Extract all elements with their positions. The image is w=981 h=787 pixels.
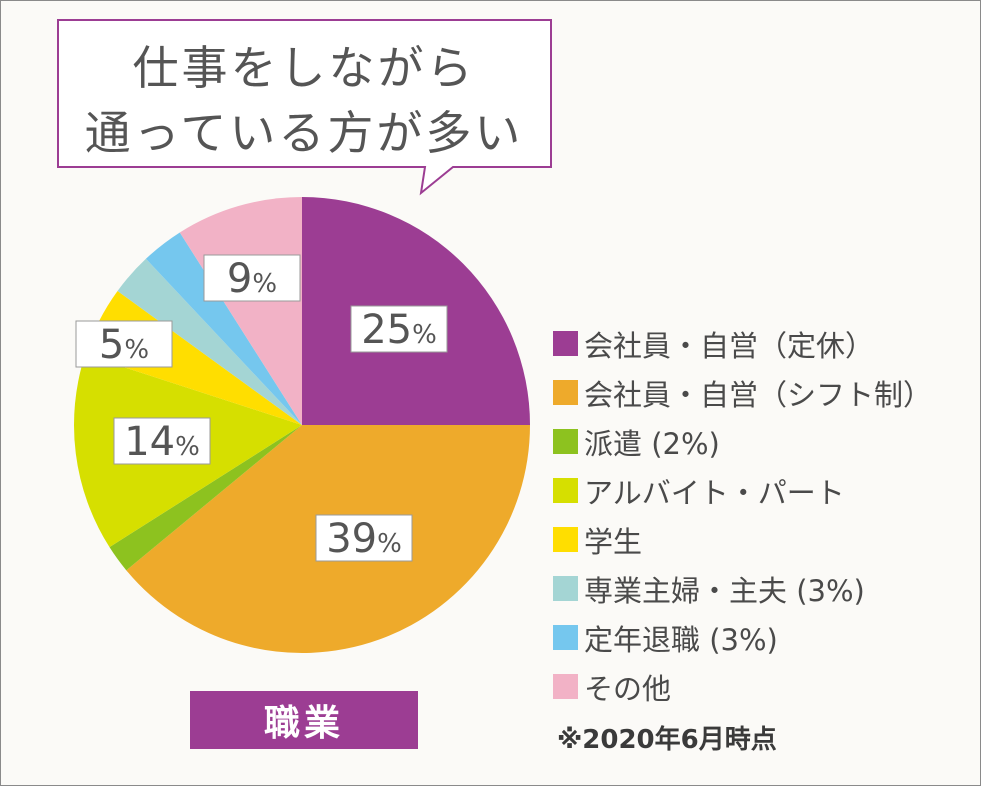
legend-item: アルバイト・パート: [553, 466, 932, 515]
data-label-box: [113, 417, 211, 465]
slice-data-label: 9%: [203, 254, 301, 302]
data-label-text: 14%: [124, 419, 200, 465]
data-label-text: 25%: [361, 307, 437, 353]
legend-swatch: [553, 674, 578, 699]
data-label-text: 9%: [227, 256, 277, 302]
legend: 会社員・自営（定休） 会社員・自営（シフト制） 派遣 (2%) アルバイト・パート 学生…: [553, 319, 932, 711]
pie-slice: [145, 232, 302, 425]
callout-line-1: 仕事をしながら: [133, 41, 476, 95]
data-label-box: [203, 254, 301, 302]
data-label-text: 39%: [326, 516, 402, 562]
legend-label: 定年退職 (3%): [584, 622, 778, 657]
slice-data-label: 14%: [113, 417, 211, 465]
legend-swatch: [553, 576, 578, 601]
legend-swatch: [553, 625, 578, 650]
legend-item: 会社員・自営（定休）: [553, 319, 932, 368]
legend-label: その他: [584, 671, 672, 706]
legend-label: アルバイト・パート: [584, 475, 845, 510]
legend-label: 専業主婦・主夫 (3%): [584, 573, 865, 608]
legend-swatch: [553, 331, 578, 356]
callout-line-2: 通っている方が多い: [85, 106, 524, 160]
slice-data-label: 25%: [350, 305, 448, 353]
legend-label: 会社員・自営（シフト制）: [584, 377, 933, 412]
data-label-box: [315, 514, 413, 562]
legend-label: 派遣 (2%): [584, 426, 720, 461]
legend-item: 会社員・自営（シフト制）: [553, 368, 932, 417]
legend-swatch: [553, 380, 578, 405]
data-label-box: [75, 320, 173, 368]
legend-swatch: [553, 478, 578, 503]
data-label-text: 5%: [99, 322, 149, 368]
legend-item: 専業主婦・主夫 (3%): [553, 564, 932, 613]
legend-swatch: [553, 527, 578, 552]
legend-label: 会社員・自営（定休）: [584, 328, 875, 363]
data-label-box: [350, 305, 448, 353]
chart-title: 職業: [190, 691, 418, 749]
legend-item: その他: [553, 662, 932, 711]
legend-label: 学生: [584, 524, 643, 559]
legend-item: 学生: [553, 515, 932, 564]
slice-data-label: 5%: [75, 320, 173, 368]
legend-swatch: [553, 429, 578, 454]
pie-slice: [117, 258, 302, 425]
date-note: ※2020年6月時点: [557, 725, 777, 755]
pie-slice: [109, 425, 303, 571]
slice-data-label: 39%: [315, 514, 413, 562]
legend-item: 定年退職 (3%): [553, 613, 932, 662]
legend-item: 派遣 (2%): [553, 417, 932, 466]
pie-labels: 25% 39% 14% 5% 9%: [75, 254, 448, 562]
pie-slice: [179, 197, 302, 425]
callout-bubble: [57, 19, 552, 196]
